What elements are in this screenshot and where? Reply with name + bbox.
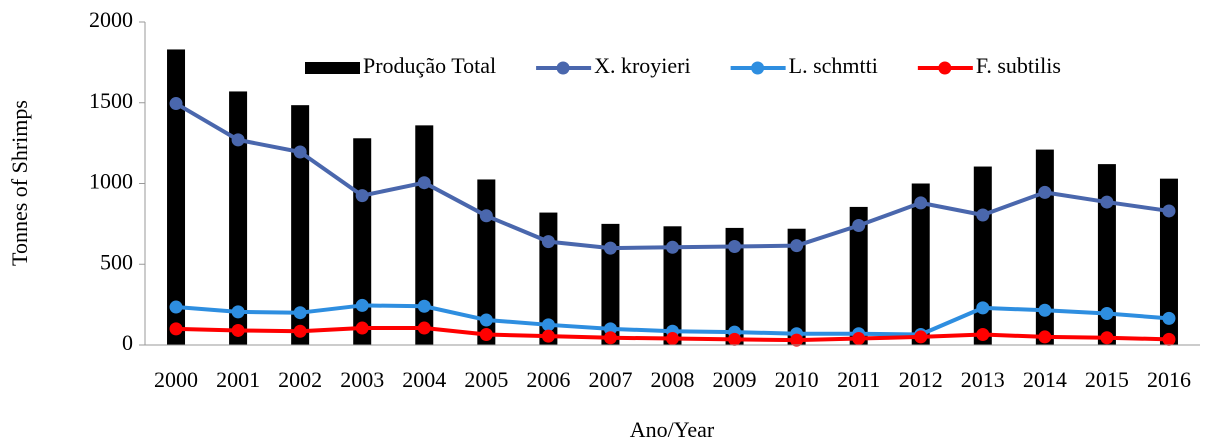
x-tick-label: 2012 xyxy=(899,367,943,392)
point xyxy=(169,322,183,336)
x-tick-label: 2004 xyxy=(402,367,446,392)
x-tick-label: 2003 xyxy=(340,367,384,392)
point xyxy=(1038,330,1052,344)
bar xyxy=(353,138,372,345)
legend-label: L. schmtti xyxy=(789,53,878,78)
y-tick-label: 1500 xyxy=(89,88,133,113)
point xyxy=(728,332,742,346)
point xyxy=(231,305,245,319)
y-tick-label: 2000 xyxy=(89,7,133,32)
point xyxy=(231,133,245,147)
point xyxy=(355,321,369,335)
point xyxy=(790,239,804,253)
point xyxy=(1100,331,1114,345)
legend-marker xyxy=(751,61,765,75)
bar xyxy=(849,206,868,345)
y-tick-label: 500 xyxy=(100,249,133,274)
x-tick-label: 2014 xyxy=(1023,367,1067,392)
point xyxy=(355,298,369,312)
point xyxy=(1038,303,1052,317)
x-tick-label: 2013 xyxy=(961,367,1005,392)
point xyxy=(293,324,307,338)
point xyxy=(479,313,493,327)
x-tick-label: 2009 xyxy=(713,367,757,392)
point xyxy=(417,176,431,190)
point xyxy=(355,189,369,203)
x-tick-label: 2016 xyxy=(1147,367,1191,392)
bar xyxy=(291,105,310,345)
point xyxy=(976,208,990,222)
x-tick-label: 2002 xyxy=(278,367,322,392)
x-axis-title: Ano/Year xyxy=(630,417,715,442)
bar xyxy=(663,226,682,345)
point xyxy=(169,97,183,111)
point xyxy=(728,239,742,253)
point xyxy=(479,209,493,223)
point xyxy=(914,196,928,210)
point xyxy=(293,306,307,320)
legend-label: Produção Total xyxy=(363,53,496,78)
x-tick-label: 2005 xyxy=(464,367,508,392)
point xyxy=(790,333,804,347)
x-tick-label: 2000 xyxy=(154,367,198,392)
x-tick-label: 2010 xyxy=(775,367,819,392)
x-tick-label: 2001 xyxy=(216,367,260,392)
x-tick-label: 2007 xyxy=(588,367,632,392)
bar xyxy=(1035,149,1054,345)
point xyxy=(1100,307,1114,321)
bar xyxy=(911,183,930,345)
point xyxy=(666,240,679,254)
legend-label: X. kroyieri xyxy=(594,53,691,78)
point xyxy=(169,300,183,314)
bar xyxy=(1159,178,1178,345)
bar xyxy=(725,227,744,345)
bar xyxy=(601,223,620,345)
legend-swatch xyxy=(305,62,360,74)
point xyxy=(914,330,928,344)
point xyxy=(1038,185,1052,199)
x-tick-label: 2011 xyxy=(837,367,880,392)
point xyxy=(1162,204,1176,218)
point xyxy=(1162,311,1176,325)
point xyxy=(417,299,431,313)
y-tick-label: 0 xyxy=(122,330,133,355)
point xyxy=(1100,195,1114,209)
legend-marker xyxy=(556,61,570,75)
legend-marker xyxy=(938,61,952,75)
x-tick-label: 2015 xyxy=(1085,367,1129,392)
point xyxy=(541,329,555,343)
point xyxy=(976,328,990,342)
bar xyxy=(167,49,186,346)
point xyxy=(231,323,245,337)
point xyxy=(541,235,555,249)
point xyxy=(852,218,866,232)
x-tick-label: 2006 xyxy=(526,367,570,392)
point xyxy=(293,145,307,159)
point xyxy=(603,241,617,255)
x-tick-label: 2008 xyxy=(651,367,695,392)
point xyxy=(603,331,617,345)
y-axis-title: Tonnes of Shrimps xyxy=(7,100,32,266)
point xyxy=(541,318,555,332)
bar xyxy=(787,228,806,345)
point xyxy=(666,332,679,346)
point xyxy=(976,301,990,315)
bar xyxy=(477,179,496,345)
point xyxy=(417,321,431,335)
bar xyxy=(229,91,248,345)
legend-label: F. subtilis xyxy=(976,53,1061,78)
point xyxy=(603,322,617,336)
bar xyxy=(973,166,992,345)
y-tick-label: 1000 xyxy=(89,169,133,194)
point xyxy=(479,328,493,342)
bar xyxy=(1097,164,1116,345)
point xyxy=(1162,332,1176,346)
point xyxy=(852,332,866,346)
